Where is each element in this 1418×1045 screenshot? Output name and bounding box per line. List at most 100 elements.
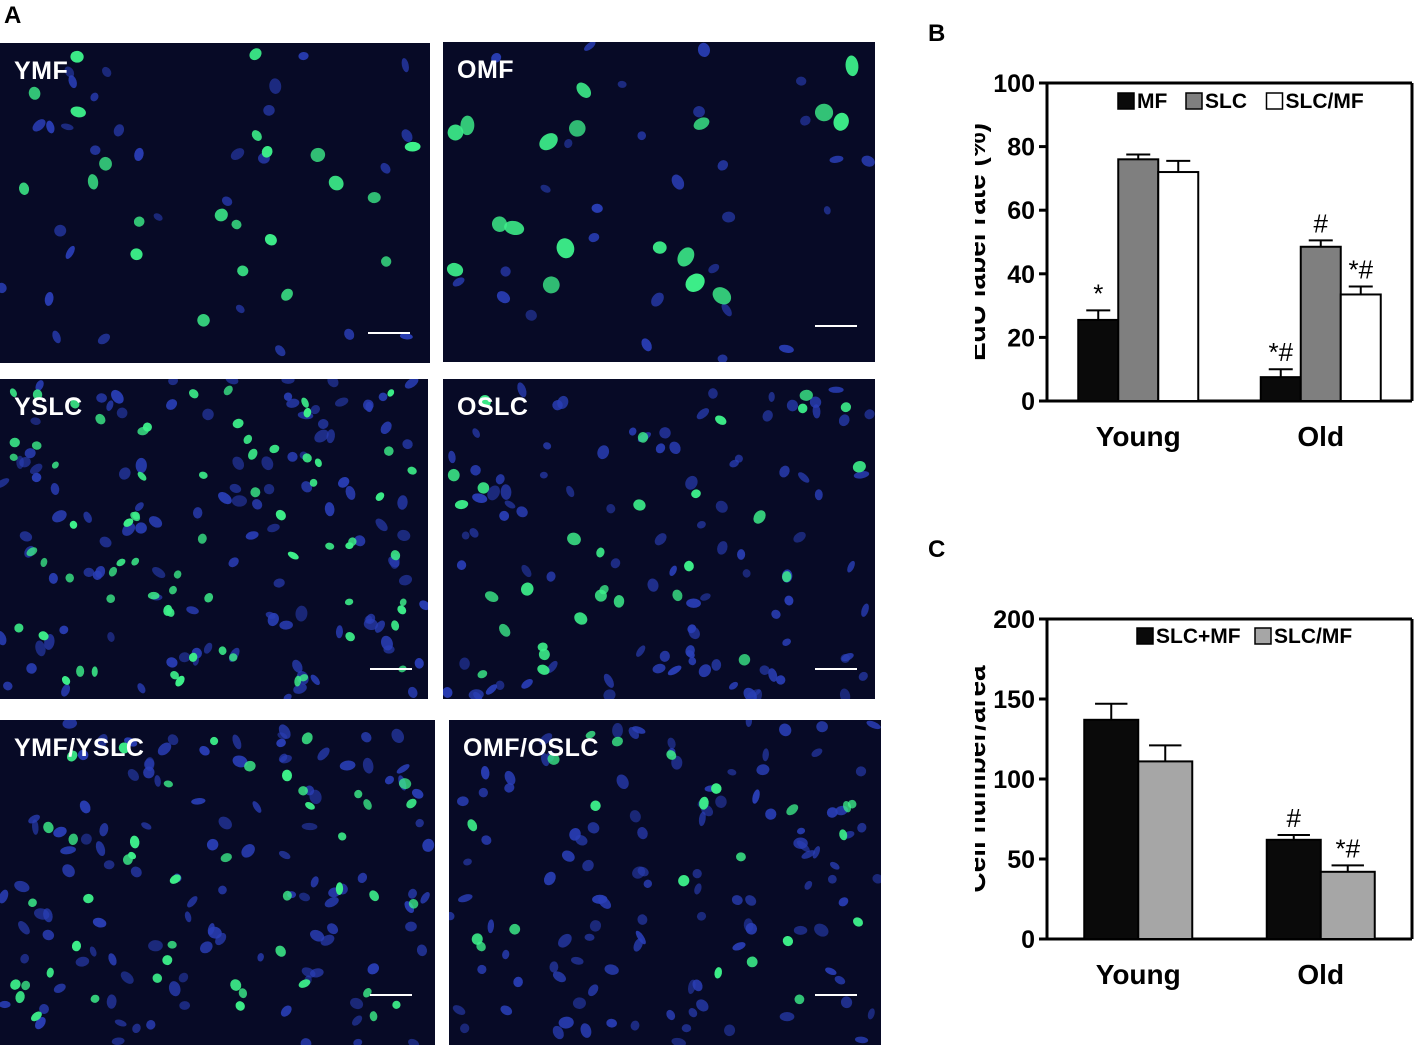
- legend-label: SLC/MF: [1274, 625, 1352, 648]
- blue-nucleus: [827, 874, 837, 884]
- blue-nucleus: [280, 1005, 292, 1017]
- green-nucleus: [852, 460, 866, 473]
- green-nucleus: [715, 415, 727, 425]
- scale-bar: [370, 994, 412, 996]
- blue-nucleus: [283, 392, 293, 401]
- blue-nucleus: [652, 663, 666, 674]
- blue-nucleus: [796, 827, 806, 835]
- blue-nucleus: [470, 464, 481, 476]
- blue-nucleus: [547, 660, 558, 673]
- green-nucleus: [325, 542, 335, 550]
- green-nucleus: [248, 448, 258, 460]
- blue-nucleus: [472, 428, 481, 438]
- blue-nucleus: [711, 659, 722, 671]
- blue-nucleus: [864, 409, 875, 420]
- blue-nucleus: [120, 971, 134, 984]
- green-nucleus: [833, 112, 849, 131]
- blue-nucleus: [552, 1025, 564, 1040]
- blue-nucleus: [43, 908, 53, 923]
- blue-nucleus: [839, 688, 851, 699]
- micrograph-label: YMF: [14, 57, 69, 85]
- bar: [1265, 838, 1322, 940]
- blue-nucleus: [92, 570, 103, 580]
- green-nucleus: [328, 175, 344, 191]
- green-nucleus: [269, 444, 280, 454]
- nuclei-field: [0, 48, 421, 357]
- blue-nucleus: [647, 578, 659, 592]
- chart-edu-label-rate: EdU label rate (%) 0 20 40 60 80 100 * Young *# # *…: [975, 55, 1415, 475]
- blue-nucleus: [96, 393, 107, 403]
- blue-nucleus: [546, 571, 556, 582]
- green-nucleus: [14, 623, 24, 633]
- blue-nucleus: [504, 500, 516, 509]
- blue-nucleus: [60, 846, 76, 855]
- blue-nucleus: [768, 668, 778, 682]
- green-nucleus: [398, 778, 412, 790]
- green-nucleus: [684, 560, 694, 572]
- blue-nucleus: [3, 681, 13, 691]
- green-nucleus: [596, 547, 605, 558]
- blue-nucleus: [633, 938, 643, 952]
- blue-nucleus: [692, 869, 702, 879]
- blue-nucleus: [380, 162, 391, 174]
- green-nucleus: [814, 103, 834, 122]
- blue-nucleus: [779, 465, 790, 478]
- blue-nucleus: [804, 880, 813, 890]
- blue-nucleus: [779, 723, 792, 737]
- blue-nucleus: [350, 997, 364, 1010]
- green-nucleus: [167, 940, 177, 949]
- micrograph-ymf-yslc: YMF/YSLC: [0, 720, 435, 1045]
- scale-bar: [368, 332, 410, 334]
- blue-nucleus: [89, 946, 97, 957]
- blue-nucleus: [24, 448, 36, 459]
- significance-mark: #: [1287, 803, 1302, 833]
- green-nucleus: [738, 653, 751, 666]
- blue-nucleus: [192, 507, 203, 519]
- green-nucleus: [567, 532, 581, 546]
- blue-nucleus: [630, 1020, 640, 1031]
- blue-nucleus: [362, 399, 374, 411]
- green-nucleus: [90, 994, 100, 1003]
- green-nucleus: [28, 898, 37, 908]
- blue-nucleus: [732, 942, 746, 951]
- blue-nucleus: [814, 923, 829, 937]
- blue-nucleus: [697, 42, 710, 58]
- green-nucleus: [32, 389, 43, 400]
- blue-nucleus: [92, 917, 107, 928]
- blue-nucleus: [301, 822, 318, 831]
- legend-label: SLC/MF: [1286, 90, 1364, 113]
- blue-nucleus: [457, 796, 469, 807]
- blue-nucleus: [384, 775, 395, 785]
- green-nucleus: [363, 988, 372, 998]
- blue-nucleus: [154, 775, 161, 787]
- blue-nucleus: [310, 876, 319, 888]
- blue-nucleus: [221, 196, 233, 206]
- blue-nucleus: [357, 872, 368, 884]
- green-nucleus: [237, 265, 249, 277]
- blue-nucleus: [168, 981, 181, 997]
- blue-nucleus: [496, 291, 511, 304]
- green-nucleus: [168, 585, 177, 595]
- blue-nucleus: [500, 484, 512, 500]
- green-nucleus: [746, 956, 758, 968]
- green-nucleus: [381, 256, 392, 267]
- green-nucleus: [169, 874, 181, 884]
- blue-nucleus: [635, 930, 646, 945]
- blue-nucleus: [283, 693, 292, 699]
- blue-nucleus: [408, 686, 418, 698]
- green-nucleus: [275, 509, 286, 521]
- legend-label: SLC+MF: [1156, 625, 1241, 648]
- blue-nucleus: [717, 541, 728, 555]
- blue-nucleus: [715, 500, 728, 513]
- nuclei-field: [449, 720, 881, 1045]
- blue-nucleus: [391, 728, 405, 743]
- blue-nucleus: [225, 379, 239, 385]
- blue-nucleus: [812, 404, 821, 419]
- green-nucleus: [223, 385, 233, 396]
- blue-nucleus: [401, 129, 413, 143]
- green-nucleus: [348, 537, 357, 546]
- green-nucleus: [786, 804, 799, 816]
- blue-nucleus: [200, 941, 213, 954]
- blue-nucleus: [452, 277, 465, 287]
- green-nucleus: [232, 418, 244, 429]
